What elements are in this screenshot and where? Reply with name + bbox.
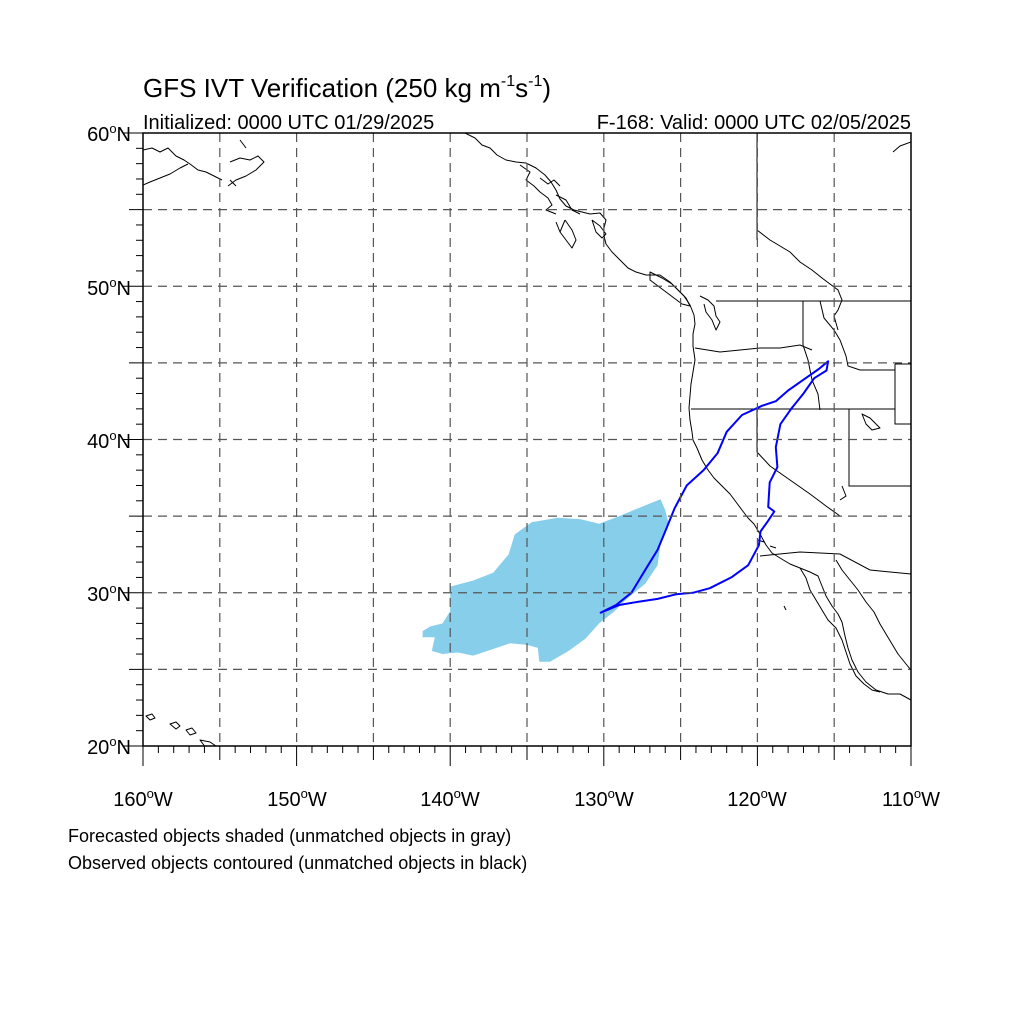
latitude-labels: 60oN 50oN 40oN 30oN 20oN — [87, 121, 131, 759]
lat-label-50n: 50oN — [87, 275, 131, 300]
channel-islands — [757, 539, 787, 611]
forecast-object-shading — [422, 499, 669, 662]
washington-oregon-border — [694, 344, 813, 353]
lon-label-130w: 130oW — [574, 786, 634, 811]
map-title: GFS IVT Verification (250 kg m-1s-1) — [143, 73, 551, 103]
nevada-utah-border — [848, 409, 911, 487]
lon-label-110w: 110oW — [882, 786, 940, 811]
hawaii-islands — [145, 713, 217, 746]
lat-label-40n: 40oN — [87, 428, 131, 453]
baja-california — [799, 559, 911, 693]
bc-alberta-border — [756, 133, 843, 331]
lat-label-30n: 30oN — [87, 581, 131, 606]
axis-ticks — [123, 132, 912, 766]
map-frame — [142, 132, 912, 747]
valid-time-label: F-168: Valid: 0000 UTC 02/05/2025 — [597, 112, 911, 134]
coastlines — [143, 133, 911, 746]
alaska-south-coast — [229, 139, 911, 187]
lat-label-60n: 60oN — [87, 121, 131, 146]
lon-label-160w: 160oW — [113, 786, 173, 811]
lon-label-120w: 120oW — [727, 786, 787, 811]
init-time-label: Initialized: 0000 UTC 01/29/2025 — [143, 112, 434, 134]
montana-idaho-border — [819, 300, 895, 371]
longitude-labels: 160oW 150oW 140oW 130oW 120oW 110oW — [113, 786, 940, 811]
lon-label-150w: 150oW — [267, 786, 327, 811]
west-coast-outline — [464, 133, 911, 701]
lat-lon-gridlines — [143, 133, 911, 746]
vancouver-island — [649, 271, 691, 307]
us-mexico-border — [759, 551, 911, 575]
lon-label-140w: 140oW — [420, 786, 480, 811]
puget-sound — [699, 295, 721, 331]
great-salt-lake — [861, 413, 881, 431]
alaska-panhandle-islands — [519, 164, 607, 249]
wyoming-box — [894, 363, 911, 425]
idaho-west-border — [802, 301, 821, 411]
footnote-forecast: Forecasted objects shaded (unmatched obj… — [68, 826, 512, 846]
lat-label-20n: 20oN — [87, 734, 131, 759]
footnote-observed: Observed objects contoured (unmatched ob… — [68, 853, 528, 873]
arizona-border — [839, 485, 847, 501]
political-borders — [691, 133, 911, 575]
alaska-peninsula — [143, 147, 265, 187]
